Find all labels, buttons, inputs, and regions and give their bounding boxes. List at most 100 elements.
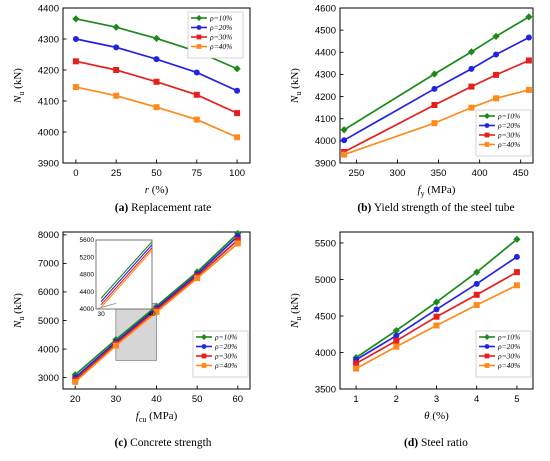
y-tick-label: 8000 (38, 230, 59, 241)
panel-caption: (a) Replacement rate (115, 202, 211, 214)
y-tick-label: 3500 (315, 384, 336, 395)
data-point (492, 32, 500, 40)
inset-y-tick-label: 4400 (80, 289, 95, 296)
data-point (513, 282, 520, 289)
y-axis-label-sub: u (17, 317, 26, 321)
y-tick-label: 5000 (38, 316, 59, 327)
y-axis-label-main: N (289, 95, 301, 104)
data-point (152, 34, 161, 42)
y-tick-label: 4200 (38, 65, 59, 76)
data-point (234, 236, 241, 243)
data-point (72, 15, 80, 23)
legend-marker (201, 353, 207, 359)
y-axis-label-unit: (kN) (289, 68, 301, 92)
data-point (468, 104, 475, 111)
y-tick-label: 3000 (38, 373, 59, 384)
data-point (341, 151, 348, 158)
data-point (513, 235, 521, 243)
legend-label: ρ=30% (497, 131, 520, 140)
series-1 (341, 34, 532, 144)
panel-caption: (d) Steel ratio (404, 437, 468, 449)
y-axis-label-sub: u (294, 92, 303, 96)
data-point (431, 85, 438, 92)
panel-b: 250 300 350 400 450 3900 4000 4100 4200 4300 4400 4… (289, 3, 534, 214)
data-point (468, 65, 475, 72)
data-point (353, 365, 360, 372)
legend-label: ρ=10% (497, 112, 520, 121)
data-point (112, 342, 119, 349)
data-point (233, 65, 241, 73)
y-axis-label-sub: u (17, 92, 26, 96)
x-axis-label: θ (%) (424, 410, 449, 422)
panel-caption-text: Concrete strength (127, 437, 212, 449)
y-tick-label: 3900 (38, 158, 59, 169)
y-axis-label: Nu (kN) (289, 68, 303, 104)
inset-x-tick-label: 30 (97, 311, 105, 318)
data-point (525, 86, 532, 93)
y-tick-label: 3900 (315, 158, 336, 169)
series-1 (72, 36, 241, 94)
panel-caption-label: (a) (115, 202, 129, 214)
y-axis-label-main: N (12, 95, 24, 104)
y-axis-label-unit: (kN) (12, 68, 24, 92)
panel-a: 0 25 50 75 100390040004100420043004400ρ=10%ρ… (12, 3, 251, 214)
panel-caption: (c) Concrete strength (114, 437, 211, 449)
legend-marker (196, 15, 202, 21)
series-2 (353, 269, 520, 367)
legend-marker (201, 344, 207, 349)
x-tick-label: 450 (513, 168, 529, 179)
legend-label: ρ=30% (209, 33, 232, 42)
data-point (194, 275, 201, 282)
legend-marker (484, 123, 490, 128)
y-tick-label: 4100 (38, 96, 59, 107)
x-axis-label-sub: y (421, 189, 425, 198)
data-point (473, 302, 480, 309)
panel-caption-label: (c) (114, 437, 127, 449)
legend-marker (484, 142, 490, 147)
legend: ρ=10%ρ=20%ρ=30%ρ=40% (475, 109, 532, 157)
legend-label: ρ=40% (497, 361, 520, 370)
y-axis-label-unit: (kN) (12, 293, 24, 317)
x-tick-label: 0 (73, 168, 78, 179)
data-point (393, 343, 400, 350)
panel-caption-text: Steel ratio (418, 437, 468, 449)
y-tick-label: 4000 (38, 127, 59, 138)
axes-frame (339, 7, 534, 164)
data-point (153, 104, 160, 111)
inset-y-tick-label: 5200 (80, 254, 95, 261)
series-1 (353, 253, 520, 363)
panel-c: 20 30 40 50 60 3000 4000 5000 6000 7000 8000 4000 44… (12, 229, 251, 449)
data-point (433, 306, 440, 313)
legend-label: ρ=40% (497, 140, 520, 149)
inset-plot: 4000 4400 4800 5200 5600 30 40 (80, 237, 157, 318)
data-point (234, 87, 241, 94)
data-point (513, 269, 520, 276)
data-point (113, 67, 120, 73)
y-tick-label: 4000 (38, 344, 59, 355)
y-tick-label: 4400 (315, 48, 336, 59)
x-tick-label: 4 (474, 394, 479, 405)
data-point (432, 298, 441, 306)
data-point (72, 58, 79, 65)
y-tick-label: 7000 (38, 259, 59, 270)
x-tick-label: 2 (394, 394, 399, 405)
data-point (493, 71, 500, 78)
legend-marker (484, 353, 490, 359)
legend-marker (484, 132, 490, 138)
legend-label: ρ=40% (214, 361, 237, 370)
data-point (112, 23, 120, 31)
data-point (431, 120, 438, 127)
x-axis-label-unit: (%) (430, 410, 450, 422)
x-tick-label: 60 (233, 394, 244, 405)
y-axis-label-main: N (12, 320, 24, 329)
x-axis-label-main: θ (424, 410, 430, 422)
data-point (353, 360, 360, 367)
inset-series-line (100, 247, 152, 306)
inset-y-tick-label: 4000 (80, 306, 95, 313)
data-point (473, 280, 480, 287)
data-point (473, 268, 481, 276)
legend-marker (196, 34, 202, 40)
y-tick-label: 5500 (315, 238, 336, 249)
x-tick-label: 5 (514, 394, 519, 405)
